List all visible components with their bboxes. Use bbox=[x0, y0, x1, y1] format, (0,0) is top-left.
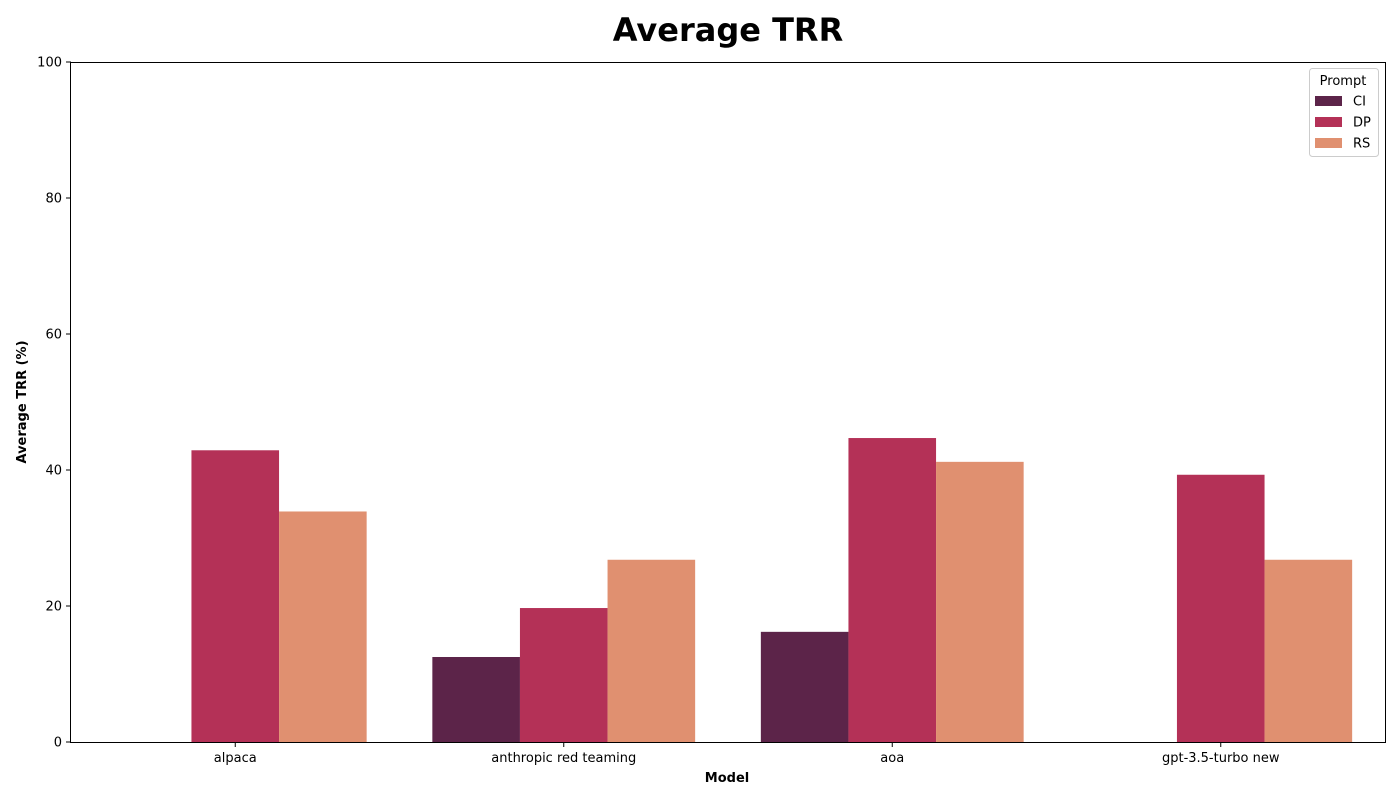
y-tick-label: 40 bbox=[45, 464, 62, 479]
y-tick-label: 20 bbox=[45, 600, 62, 615]
y-tick-label: 60 bbox=[45, 328, 62, 343]
bar-ci-2 bbox=[760, 631, 849, 742]
chart-title: Average TRR bbox=[613, 11, 843, 49]
bar-dp-1 bbox=[519, 608, 608, 742]
x-tick-label: aoa bbox=[880, 751, 904, 766]
x-axis-ticks: alpaca anthropic red teaming aoa gpt-3.5-tu… bbox=[214, 742, 1280, 766]
bar-dp-2 bbox=[848, 438, 937, 742]
bar-rs-2 bbox=[936, 461, 1024, 742]
x-tick-label: gpt-3.5-turbo new bbox=[1162, 751, 1280, 766]
legend-label-rs: RS bbox=[1353, 137, 1370, 152]
y-tick-label: 80 bbox=[45, 192, 62, 207]
legend-title: Prompt bbox=[1320, 74, 1367, 89]
x-tick-label: alpaca bbox=[214, 751, 257, 766]
bar-dp-3 bbox=[1176, 474, 1265, 742]
x-axis-label: Model bbox=[705, 771, 749, 786]
bar-dp-0 bbox=[191, 450, 280, 742]
bar-rs-3 bbox=[1264, 559, 1353, 742]
legend-label-ci: CI bbox=[1353, 95, 1366, 110]
y-axis-label: Average TRR (%) bbox=[15, 340, 30, 463]
legend-swatch-dp bbox=[1315, 117, 1342, 127]
legend-frame bbox=[1309, 68, 1379, 157]
bar-ci-1 bbox=[432, 657, 520, 742]
legend-label-dp: DP bbox=[1353, 116, 1371, 131]
bar-rs-1 bbox=[607, 559, 696, 742]
plot-area-frame bbox=[70, 62, 1386, 743]
legend-swatch-rs bbox=[1315, 138, 1342, 148]
bars-group bbox=[191, 438, 1353, 742]
legend: Prompt CI DP RS bbox=[1309, 68, 1379, 157]
bar-rs-0 bbox=[279, 511, 367, 742]
x-tick-label: anthropic red teaming bbox=[491, 751, 636, 766]
legend-swatch-ci bbox=[1315, 96, 1342, 106]
y-tick-label: 100 bbox=[37, 56, 62, 71]
y-tick-label: 0 bbox=[54, 736, 62, 751]
legend-items: CI DP RS bbox=[1315, 95, 1371, 152]
y-axis-ticks: 0 20 40 60 80 100 bbox=[37, 56, 71, 751]
